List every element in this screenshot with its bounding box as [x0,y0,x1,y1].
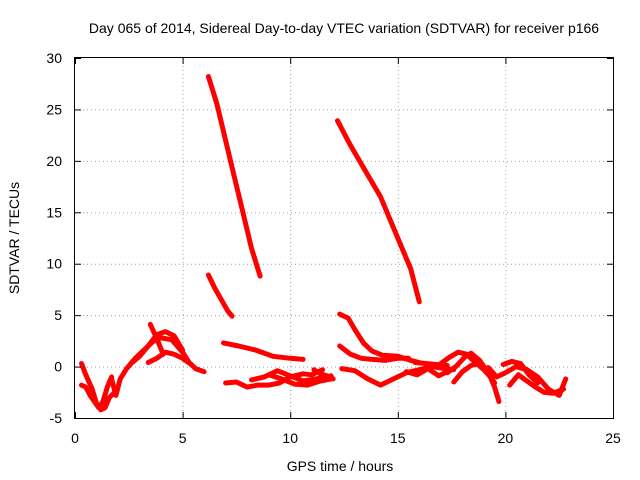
data-series [79,74,569,413]
x-tick-label: 10 [282,430,298,446]
series-arc-a5 [145,349,194,367]
y-tick-label: 30 [46,50,62,66]
x-tick-label: 25 [605,430,621,446]
series-arc-b5 [249,368,334,384]
chart-title: Day 065 of 2014, Sidereal Day-to-day VTE… [89,20,599,36]
series-arc-a6 [147,321,166,357]
series-arc-b4 [223,367,325,390]
x-tick-label: 0 [71,430,79,446]
series-arc-d3 [451,361,483,385]
y-tick-label: 15 [46,204,62,220]
y-tick-label: 10 [46,256,62,272]
series-arc-a2 [79,374,115,411]
series-arc-d5 [507,372,566,396]
series-arc-c5 [403,366,452,379]
y-tick-label: 25 [46,101,62,117]
series-arc-d6 [500,358,541,386]
series-arc-b3 [221,340,306,362]
y-tick-label: 5 [54,307,62,323]
axis-ticks: 0 5 10 15 20 25 -5 0 5 10 15 20 25 30 [46,50,621,446]
series-arc-c3 [337,343,412,363]
grid-lines [75,58,613,418]
x-tick-label: 20 [498,430,514,446]
y-axis-label: SDTVAR / TECUs [6,182,22,294]
series-arc-c4 [339,364,457,388]
y-tick-label: 0 [54,359,62,375]
y-tick-label: -5 [50,410,63,426]
x-tick-label: 5 [179,430,187,446]
x-axis-label: GPS time / hours [287,458,394,474]
y-tick-label: 20 [46,153,62,169]
x-tick-label: 15 [390,430,406,446]
series-arc-c1 [335,118,422,305]
series-arc-b1 [205,74,263,279]
series-arc-b7 [311,367,336,382]
series-arc-b6 [266,372,334,388]
plot-frame [74,57,614,419]
series-arc-d2 [444,350,498,386]
series-arc-b2 [205,272,235,319]
